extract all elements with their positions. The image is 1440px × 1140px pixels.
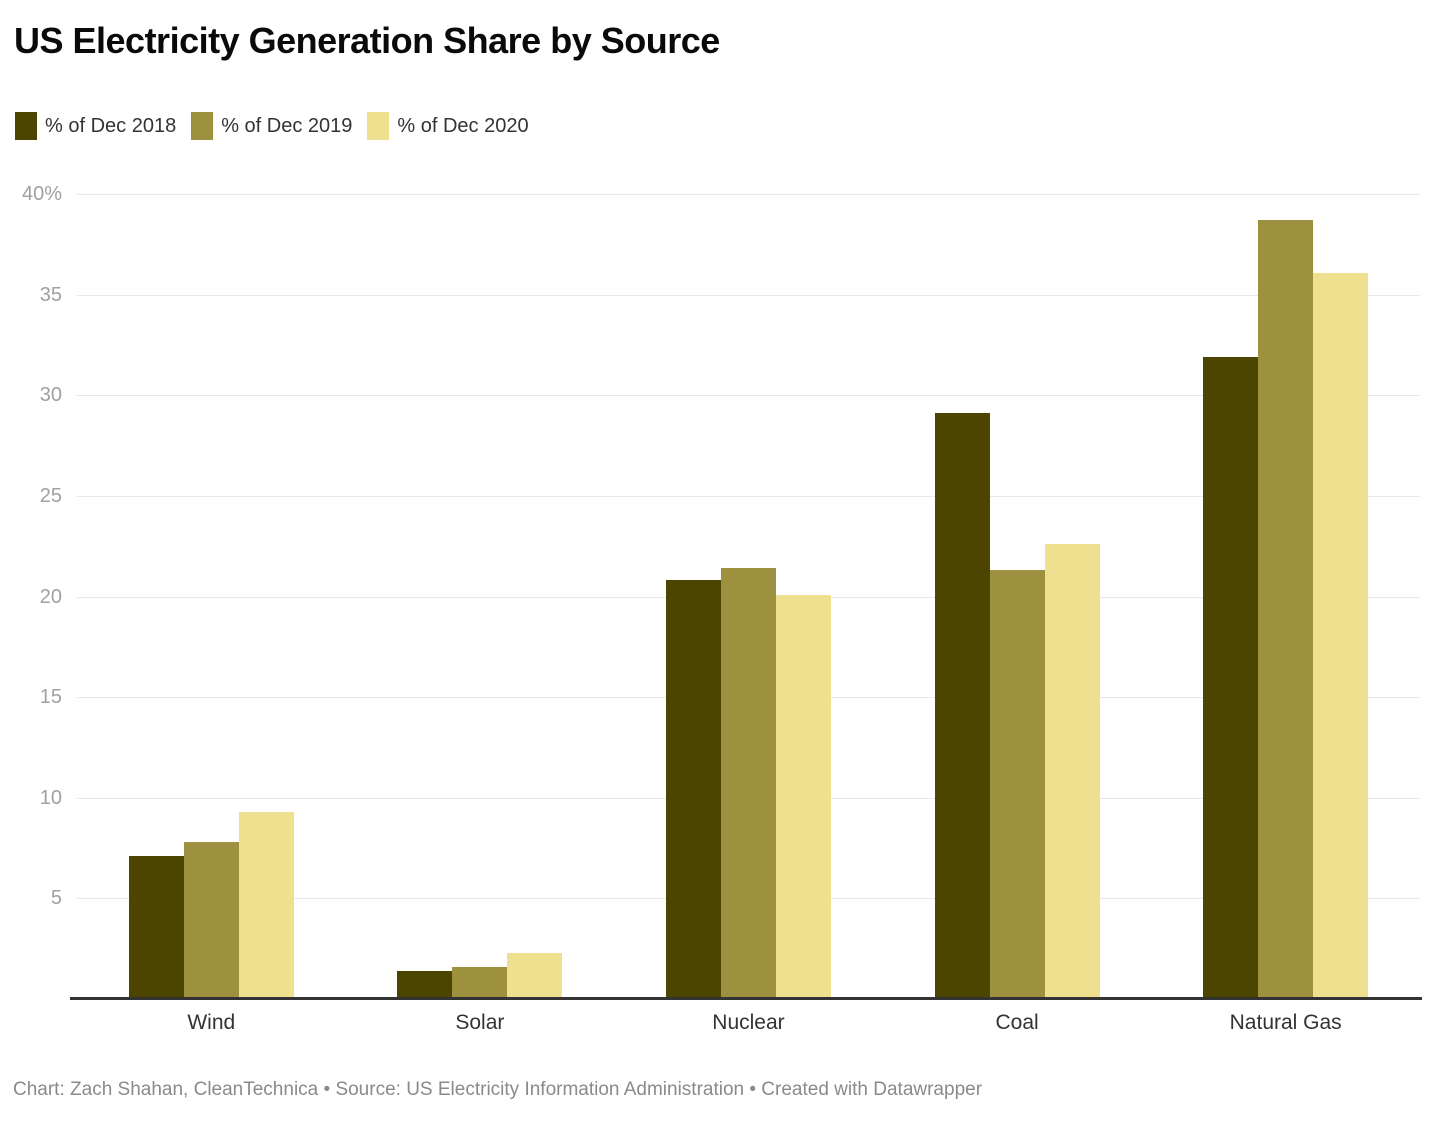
legend-label: % of Dec 2020 bbox=[397, 114, 529, 137]
x-axis-labels: Wind Solar Nuclear Coal Natural Gas bbox=[77, 1011, 1420, 1035]
bar-solar-of-dec-2020[interactable] bbox=[507, 952, 563, 999]
bar-group-natural-gas bbox=[1151, 194, 1420, 999]
bar-coal-of-dec-2019[interactable] bbox=[989, 570, 1045, 999]
bar-solar-of-dec-2018[interactable] bbox=[397, 970, 453, 999]
y-tick-label-30: 30 bbox=[39, 384, 62, 407]
bar-coal-of-dec-2020[interactable] bbox=[1044, 544, 1100, 999]
y-tick-label-10: 10 bbox=[39, 786, 62, 809]
legend-swatch-of-dec-2019 bbox=[191, 112, 214, 140]
bar-solar-of-dec-2019[interactable] bbox=[452, 966, 508, 999]
legend-label: % of Dec 2018 bbox=[45, 114, 177, 137]
y-tick-label-20: 20 bbox=[39, 585, 62, 608]
gridline-35 bbox=[77, 294, 1420, 296]
legend-item-of-dec-2019: % of Dec 2019 bbox=[191, 112, 352, 140]
bar-wind-of-dec-2020[interactable] bbox=[238, 811, 294, 999]
legend-swatch-of-dec-2018 bbox=[15, 112, 37, 140]
legend-item-of-dec-2020: % of Dec 2020 bbox=[367, 112, 529, 140]
bar-natural-gas-of-dec-2019[interactable] bbox=[1258, 220, 1314, 999]
legend: % of Dec 2018 % of Dec 2019 % of Dec 2020 bbox=[15, 112, 544, 140]
legend-swatch-of-dec-2020 bbox=[367, 112, 390, 140]
x-axis-label-wind: Wind bbox=[187, 1011, 236, 1034]
x-axis-label-solar: Solar bbox=[455, 1011, 505, 1034]
plot-area bbox=[77, 194, 1420, 999]
bar-group-solar bbox=[346, 194, 615, 999]
bar-nuclear-of-dec-2019[interactable] bbox=[720, 568, 776, 999]
bar-group-wind bbox=[77, 194, 346, 999]
y-tick-label-35: 35 bbox=[39, 283, 62, 306]
legend-item-of-dec-2018: % of Dec 2018 bbox=[15, 112, 176, 140]
bar-natural-gas-of-dec-2020[interactable] bbox=[1313, 272, 1369, 999]
chart-title: US Electricity Generation Share by Sourc… bbox=[14, 20, 720, 61]
y-tick-label-25: 25 bbox=[39, 484, 62, 507]
y-tick-label-15: 15 bbox=[39, 686, 62, 709]
bar-nuclear-of-dec-2020[interactable] bbox=[775, 594, 831, 999]
bar-wind-of-dec-2018[interactable] bbox=[128, 856, 184, 999]
gridline-25 bbox=[77, 495, 1420, 497]
x-axis-label-coal: Coal bbox=[995, 1011, 1039, 1034]
x-axis-line bbox=[70, 997, 1422, 1000]
bar-group-nuclear bbox=[614, 194, 883, 999]
bar-group-coal bbox=[883, 194, 1152, 999]
gridline-30 bbox=[77, 395, 1420, 397]
bar-coal-of-dec-2018[interactable] bbox=[934, 413, 990, 999]
bar-groups bbox=[77, 194, 1420, 999]
x-axis-label-nuclear: Nuclear bbox=[712, 1011, 785, 1034]
chart-footer: Chart: Zach Shahan, CleanTechnica • Sour… bbox=[13, 1079, 983, 1100]
y-tick-label-5: 5 bbox=[50, 887, 62, 910]
gridline-40 bbox=[77, 194, 1420, 195]
bar-nuclear-of-dec-2018[interactable] bbox=[665, 580, 721, 999]
legend-label: % of Dec 2019 bbox=[221, 114, 353, 137]
bar-wind-of-dec-2019[interactable] bbox=[183, 842, 239, 999]
y-tick-label-40: 40% bbox=[21, 183, 62, 205]
x-axis-label-natural-gas: Natural Gas bbox=[1229, 1011, 1342, 1034]
bar-natural-gas-of-dec-2018[interactable] bbox=[1203, 357, 1259, 999]
